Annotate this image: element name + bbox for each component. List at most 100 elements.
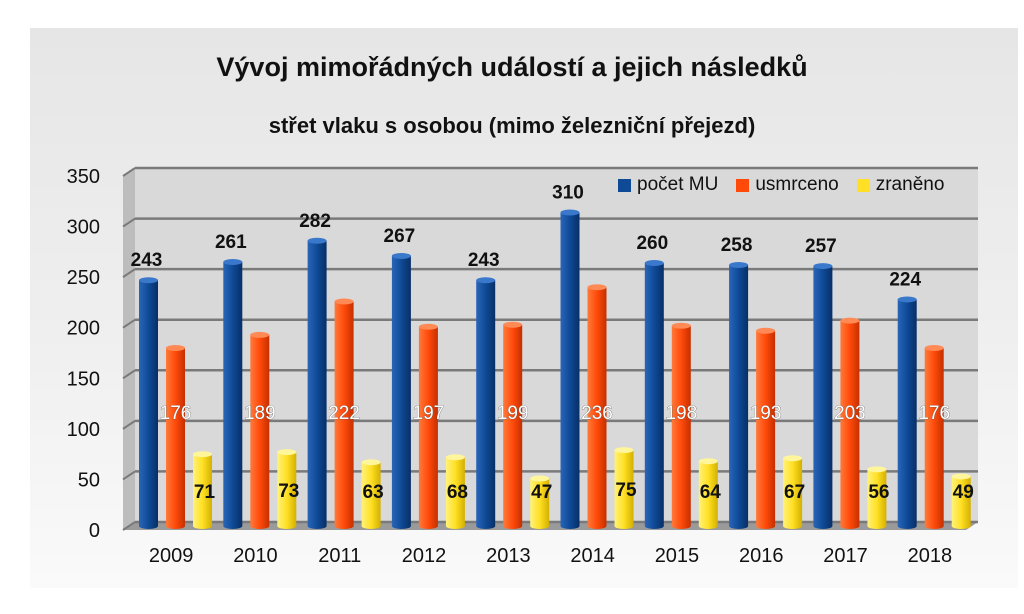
x-tick-label: 2018 — [908, 545, 953, 567]
bar-usmrceno — [503, 324, 523, 529]
bar-top — [671, 322, 691, 329]
bar-zraněno — [193, 454, 212, 529]
bar-top — [307, 237, 327, 244]
bar-top — [698, 458, 718, 465]
gridline-depth — [122, 470, 136, 481]
bar-top — [560, 209, 580, 216]
data-label: 261 — [215, 232, 247, 253]
bar-top — [445, 454, 465, 461]
gridline-depth — [122, 420, 136, 430]
bar-zraněno — [361, 462, 381, 529]
x-tick-label: 2013 — [486, 545, 531, 567]
bar-top — [139, 277, 158, 284]
data-label: 310 — [552, 182, 584, 203]
bar-počet-MU — [139, 280, 158, 529]
legend: počet MU usmrceno zraněno — [618, 174, 944, 196]
chart-subtitle: střet vlaku s osobou (mimo železniční př… — [268, 113, 756, 138]
legend-label: počet MU — [637, 174, 719, 195]
bar-počet-MU — [223, 262, 243, 529]
bar-top — [223, 259, 243, 266]
data-label: 176 — [918, 403, 950, 424]
bar-top — [783, 455, 803, 462]
bar-top — [476, 277, 496, 284]
legend-swatch — [618, 178, 631, 192]
gridline-depth — [122, 521, 136, 531]
legend-item-pocet-mu: počet MU — [618, 174, 718, 196]
bar-usmrceno — [166, 347, 185, 529]
bar-usmrceno — [671, 325, 691, 529]
y-tick-label: 300 — [67, 217, 100, 239]
bar-usmrceno — [334, 301, 354, 529]
data-label: 176 — [160, 403, 192, 424]
bar-top — [530, 475, 550, 482]
bar-top — [924, 344, 944, 351]
data-label: 199 — [497, 403, 529, 424]
y-tick-label: 350 — [67, 166, 100, 188]
chart-side-wall — [123, 168, 135, 530]
data-label: 222 — [328, 403, 360, 424]
bar-zraněno — [277, 452, 297, 529]
data-label: 71 — [194, 482, 216, 503]
legend-swatch — [736, 178, 750, 192]
bar-top — [897, 296, 917, 303]
bar-počet-MU — [644, 263, 664, 529]
y-tick-label: 150 — [67, 368, 100, 390]
x-tick-label: 2011 — [318, 545, 361, 567]
y-tick-label: 50 — [78, 469, 100, 491]
x-tick-label: 2016 — [739, 545, 784, 567]
bar-usmrceno — [756, 330, 776, 529]
legend-swatch — [856, 178, 870, 192]
bar-zraněno — [614, 450, 634, 529]
gridline-depth — [122, 167, 136, 177]
data-label: 243 — [131, 250, 163, 271]
gridline-depth — [122, 369, 136, 380]
bar-zraněno — [951, 476, 971, 529]
bar-počet-MU — [560, 212, 580, 529]
bar-počet-MU — [476, 280, 496, 529]
bar-top — [756, 327, 776, 334]
bar-top — [391, 252, 411, 259]
bar-zraněno — [867, 469, 887, 529]
bar-zraněno — [783, 458, 803, 529]
bar-počet-MU — [307, 240, 327, 529]
data-label: 193 — [750, 403, 782, 424]
bar-top — [729, 262, 749, 269]
bar-top — [166, 344, 185, 351]
data-label: 47 — [531, 482, 552, 503]
bar-top — [813, 263, 833, 270]
gridline-depth — [122, 268, 136, 278]
bar-usmrceno — [587, 287, 607, 529]
bar-top — [277, 449, 297, 456]
bar-usmrceno — [250, 334, 270, 529]
bar-zraněno — [445, 457, 465, 529]
y-tick-label: 100 — [67, 419, 100, 441]
bar-počet-MU — [897, 299, 917, 529]
bar-zraněno — [698, 461, 718, 529]
data-label: 267 — [384, 226, 416, 247]
bar-top — [840, 317, 860, 324]
y-tick-label: 250 — [67, 267, 100, 289]
bar-top — [644, 260, 664, 267]
bar-top — [951, 473, 971, 480]
x-tick-label: 2012 — [402, 545, 447, 567]
x-tick-label: 2017 — [823, 545, 868, 567]
bar-top — [867, 466, 887, 473]
data-label: 203 — [834, 403, 866, 424]
bar-počet-MU — [391, 255, 411, 529]
data-label: 67 — [784, 482, 805, 503]
data-label: 257 — [805, 236, 837, 257]
x-tick-label: 2010 — [233, 545, 278, 567]
data-label: 198 — [665, 403, 697, 424]
bar-usmrceno — [924, 347, 944, 529]
bar-top — [361, 459, 381, 466]
data-label: 197 — [413, 403, 445, 424]
x-tick-label: 2015 — [655, 545, 700, 567]
bar-top — [503, 321, 523, 328]
data-label: 260 — [636, 233, 668, 254]
data-label: 282 — [299, 211, 331, 232]
x-tick-label: 2014 — [570, 545, 615, 567]
data-label: 68 — [447, 482, 468, 503]
legend-item-zraneno: zraněno — [856, 174, 944, 196]
bar-top — [418, 323, 438, 330]
